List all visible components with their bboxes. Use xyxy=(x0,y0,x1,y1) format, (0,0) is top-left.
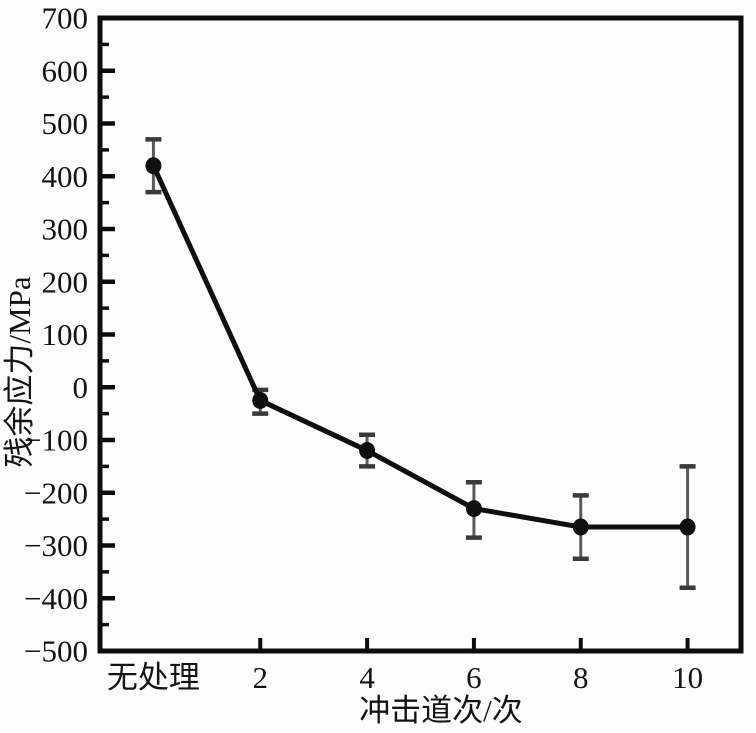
x-tick-label: 4 xyxy=(359,660,375,695)
x-tick-label: 10 xyxy=(672,660,703,695)
x-tick-label: 无处理 xyxy=(107,660,200,695)
y-tick-label: −400 xyxy=(24,581,88,616)
data-point xyxy=(145,157,162,175)
x-axis-title: 冲击道次/次 xyxy=(359,693,523,728)
data-point xyxy=(679,518,696,536)
data-point xyxy=(252,391,269,409)
data-point xyxy=(572,518,589,536)
y-tick-label: 0 xyxy=(73,370,89,405)
x-tick-label: 6 xyxy=(466,660,482,695)
y-tick-label: 400 xyxy=(42,159,89,194)
x-tick-label: 2 xyxy=(253,660,269,695)
y-tick-label: 600 xyxy=(42,53,89,88)
data-point xyxy=(359,442,376,460)
y-axis-title: 残余应力/MPa xyxy=(2,276,37,467)
plot-frame xyxy=(97,15,744,654)
y-tick-label: 200 xyxy=(42,264,89,299)
x-tick-label: 8 xyxy=(573,660,589,695)
y-tick-label: 700 xyxy=(42,1,89,36)
y-tick-label: −300 xyxy=(24,528,88,563)
y-tick-label: −500 xyxy=(24,634,88,669)
y-tick-label: −200 xyxy=(24,475,88,510)
y-tick-label: 500 xyxy=(42,106,89,141)
y-tick-label: 300 xyxy=(42,212,89,247)
series-line xyxy=(150,163,691,530)
y-tick-label: −100 xyxy=(24,423,88,458)
data-point xyxy=(465,500,482,518)
chart-generated-layer: 700 600 500 400 300 200 100 0 −100 −200 −300 −400 −5… xyxy=(24,1,744,695)
y-tick-label: 100 xyxy=(42,317,89,352)
